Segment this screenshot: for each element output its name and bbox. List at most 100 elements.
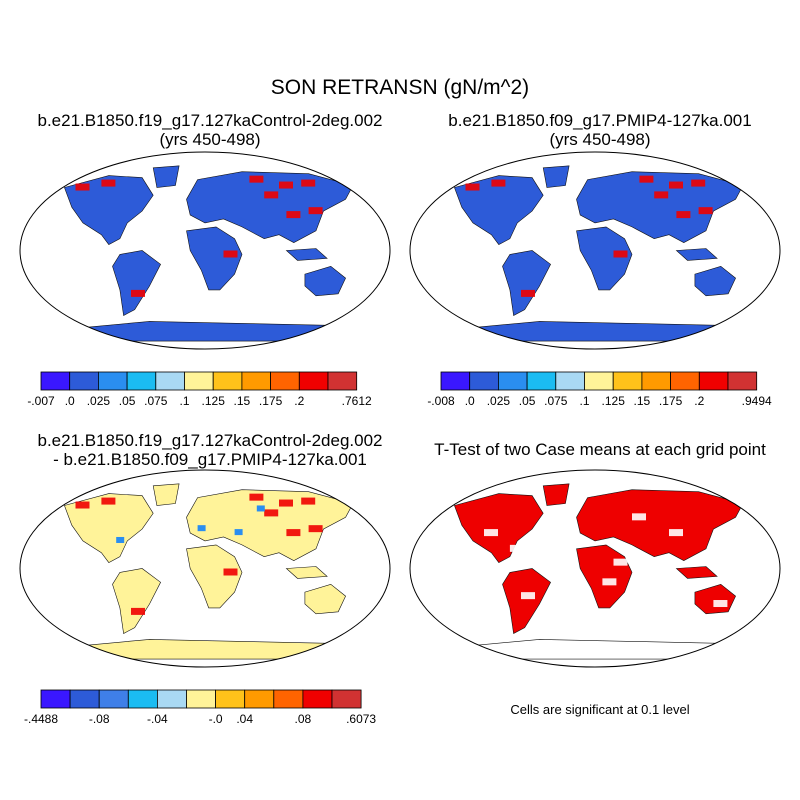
panel-3-title: b.e21.B1850.f19_g17.127kaControl-2deg.00…	[0, 431, 420, 469]
colorbar-label: -.4488	[24, 712, 58, 726]
land-europeAsia	[576, 171, 744, 243]
colorbar-box	[497, 371, 528, 391]
panel-1-title: b.e21.B1850.f19_g17.127kaControl-2deg.00…	[0, 111, 420, 149]
colorbar-box	[98, 371, 128, 391]
map-cell	[509, 544, 524, 552]
colorbar-label: .15	[634, 394, 651, 408]
colorbar-box	[641, 371, 672, 391]
colorbar-label: .025	[487, 394, 511, 408]
map-cell	[101, 497, 116, 505]
colorbar-box	[331, 689, 362, 709]
colorbar-label: -.04	[147, 712, 168, 726]
colorbar-box	[270, 371, 300, 391]
colorbar-label: .175	[659, 394, 683, 408]
colorbar-label: -.008	[427, 394, 455, 408]
land-antarctica	[454, 639, 726, 660]
colorbar-box	[469, 371, 499, 391]
map-cell	[75, 501, 90, 509]
land-greenland	[152, 483, 180, 506]
colorbar-label: .0	[65, 394, 75, 408]
land-australia	[694, 583, 736, 615]
colorbar-box	[727, 371, 758, 391]
colorbar-label: .025	[87, 394, 111, 408]
land-europeAsia	[186, 171, 354, 243]
map-cell	[197, 525, 206, 532]
map-panel-1	[19, 151, 391, 350]
land-greenland	[542, 165, 570, 188]
colorbar-box	[244, 689, 275, 709]
colorbar-box	[241, 371, 271, 391]
colorbar-box	[612, 371, 643, 391]
land-africa	[186, 544, 243, 609]
map-cell	[669, 529, 683, 537]
colorbar-label: .125	[202, 394, 226, 408]
map-cell	[521, 592, 535, 600]
land-australia	[304, 265, 346, 297]
panel-2-title-line-2: (yrs 450-498)	[549, 130, 651, 149]
map-outline	[19, 469, 391, 668]
map-outline	[409, 151, 781, 350]
land-africa	[576, 226, 633, 291]
colorbar-label: -.007	[27, 394, 55, 408]
colorbar-panel-1: -.007 .0 .025 .05 .075 .1 .125 .15 .175 .2 .7612	[27, 371, 372, 408]
map-cell	[491, 179, 506, 187]
map-cell	[223, 568, 238, 576]
colorbar-box	[298, 371, 329, 391]
colorbar-box	[670, 371, 700, 391]
colorbar-label: .05	[519, 394, 536, 408]
colorbar-box	[327, 371, 358, 391]
map-cell	[249, 175, 264, 183]
colorbar-label: .04	[236, 712, 253, 726]
colorbar-box	[69, 371, 99, 391]
map-cell	[632, 513, 646, 521]
map-cell	[301, 497, 316, 505]
land-northAmerica	[454, 175, 544, 245]
panel-2-title: b.e21.B1850.f09_g17.PMIP4-127ka.001 (yrs…	[390, 111, 800, 149]
panel-1-title-line-2: (yrs 450-498)	[159, 130, 261, 149]
map-cell	[654, 191, 669, 199]
map-cell	[301, 179, 316, 187]
map-cell	[286, 529, 301, 537]
colorbar-box	[184, 371, 214, 391]
colorbar-label: .2	[294, 394, 304, 408]
map-cell	[465, 183, 480, 191]
land-greenland	[542, 483, 570, 506]
map-cell	[691, 179, 706, 187]
colorbar-label: .1	[179, 394, 189, 408]
colorbar-box	[186, 689, 217, 709]
land-northAmerica	[454, 493, 544, 563]
colorbar-box	[156, 689, 187, 709]
colorbar-label: .05	[119, 394, 136, 408]
land-indonesia	[675, 566, 718, 579]
map-cell	[264, 509, 279, 517]
map-outline	[19, 151, 391, 350]
land-antarctica	[64, 639, 336, 660]
land-antarctica	[64, 321, 336, 342]
map-cell	[286, 211, 301, 219]
land-europeAsia	[576, 489, 744, 561]
panel-2-title-line-1: b.e21.B1850.f09_g17.PMIP4-127ka.001	[448, 111, 752, 130]
colorbar-label: .075	[144, 394, 168, 408]
colorbar-box	[40, 689, 71, 709]
map-cell	[521, 289, 535, 297]
map-cell	[279, 181, 293, 189]
ttest-caption: Cells are significant at 0.1 level	[510, 702, 690, 717]
map-cell	[256, 505, 265, 512]
land-southAmerica	[112, 568, 161, 634]
colorbar-label: .9494	[742, 394, 772, 408]
colorbar-box	[40, 371, 71, 391]
land-southAmerica	[502, 250, 551, 316]
map-outline	[409, 469, 781, 668]
map-panel-3	[19, 469, 391, 668]
land-northAmerica	[64, 493, 154, 563]
land-indonesia	[675, 248, 718, 261]
colorbar-panel-2: -.008 .0 .025 .05 .075 .1 .125 .15 .175 .2 .9494	[427, 371, 772, 408]
map-cell	[669, 181, 683, 189]
colorbar-box	[215, 689, 246, 709]
land-australia	[304, 583, 346, 615]
map-panel-2	[409, 151, 781, 350]
map-cell	[249, 493, 264, 501]
map-cell	[308, 207, 323, 215]
figure-title: SON RETRANSN (gN/m^2)	[270, 76, 530, 99]
